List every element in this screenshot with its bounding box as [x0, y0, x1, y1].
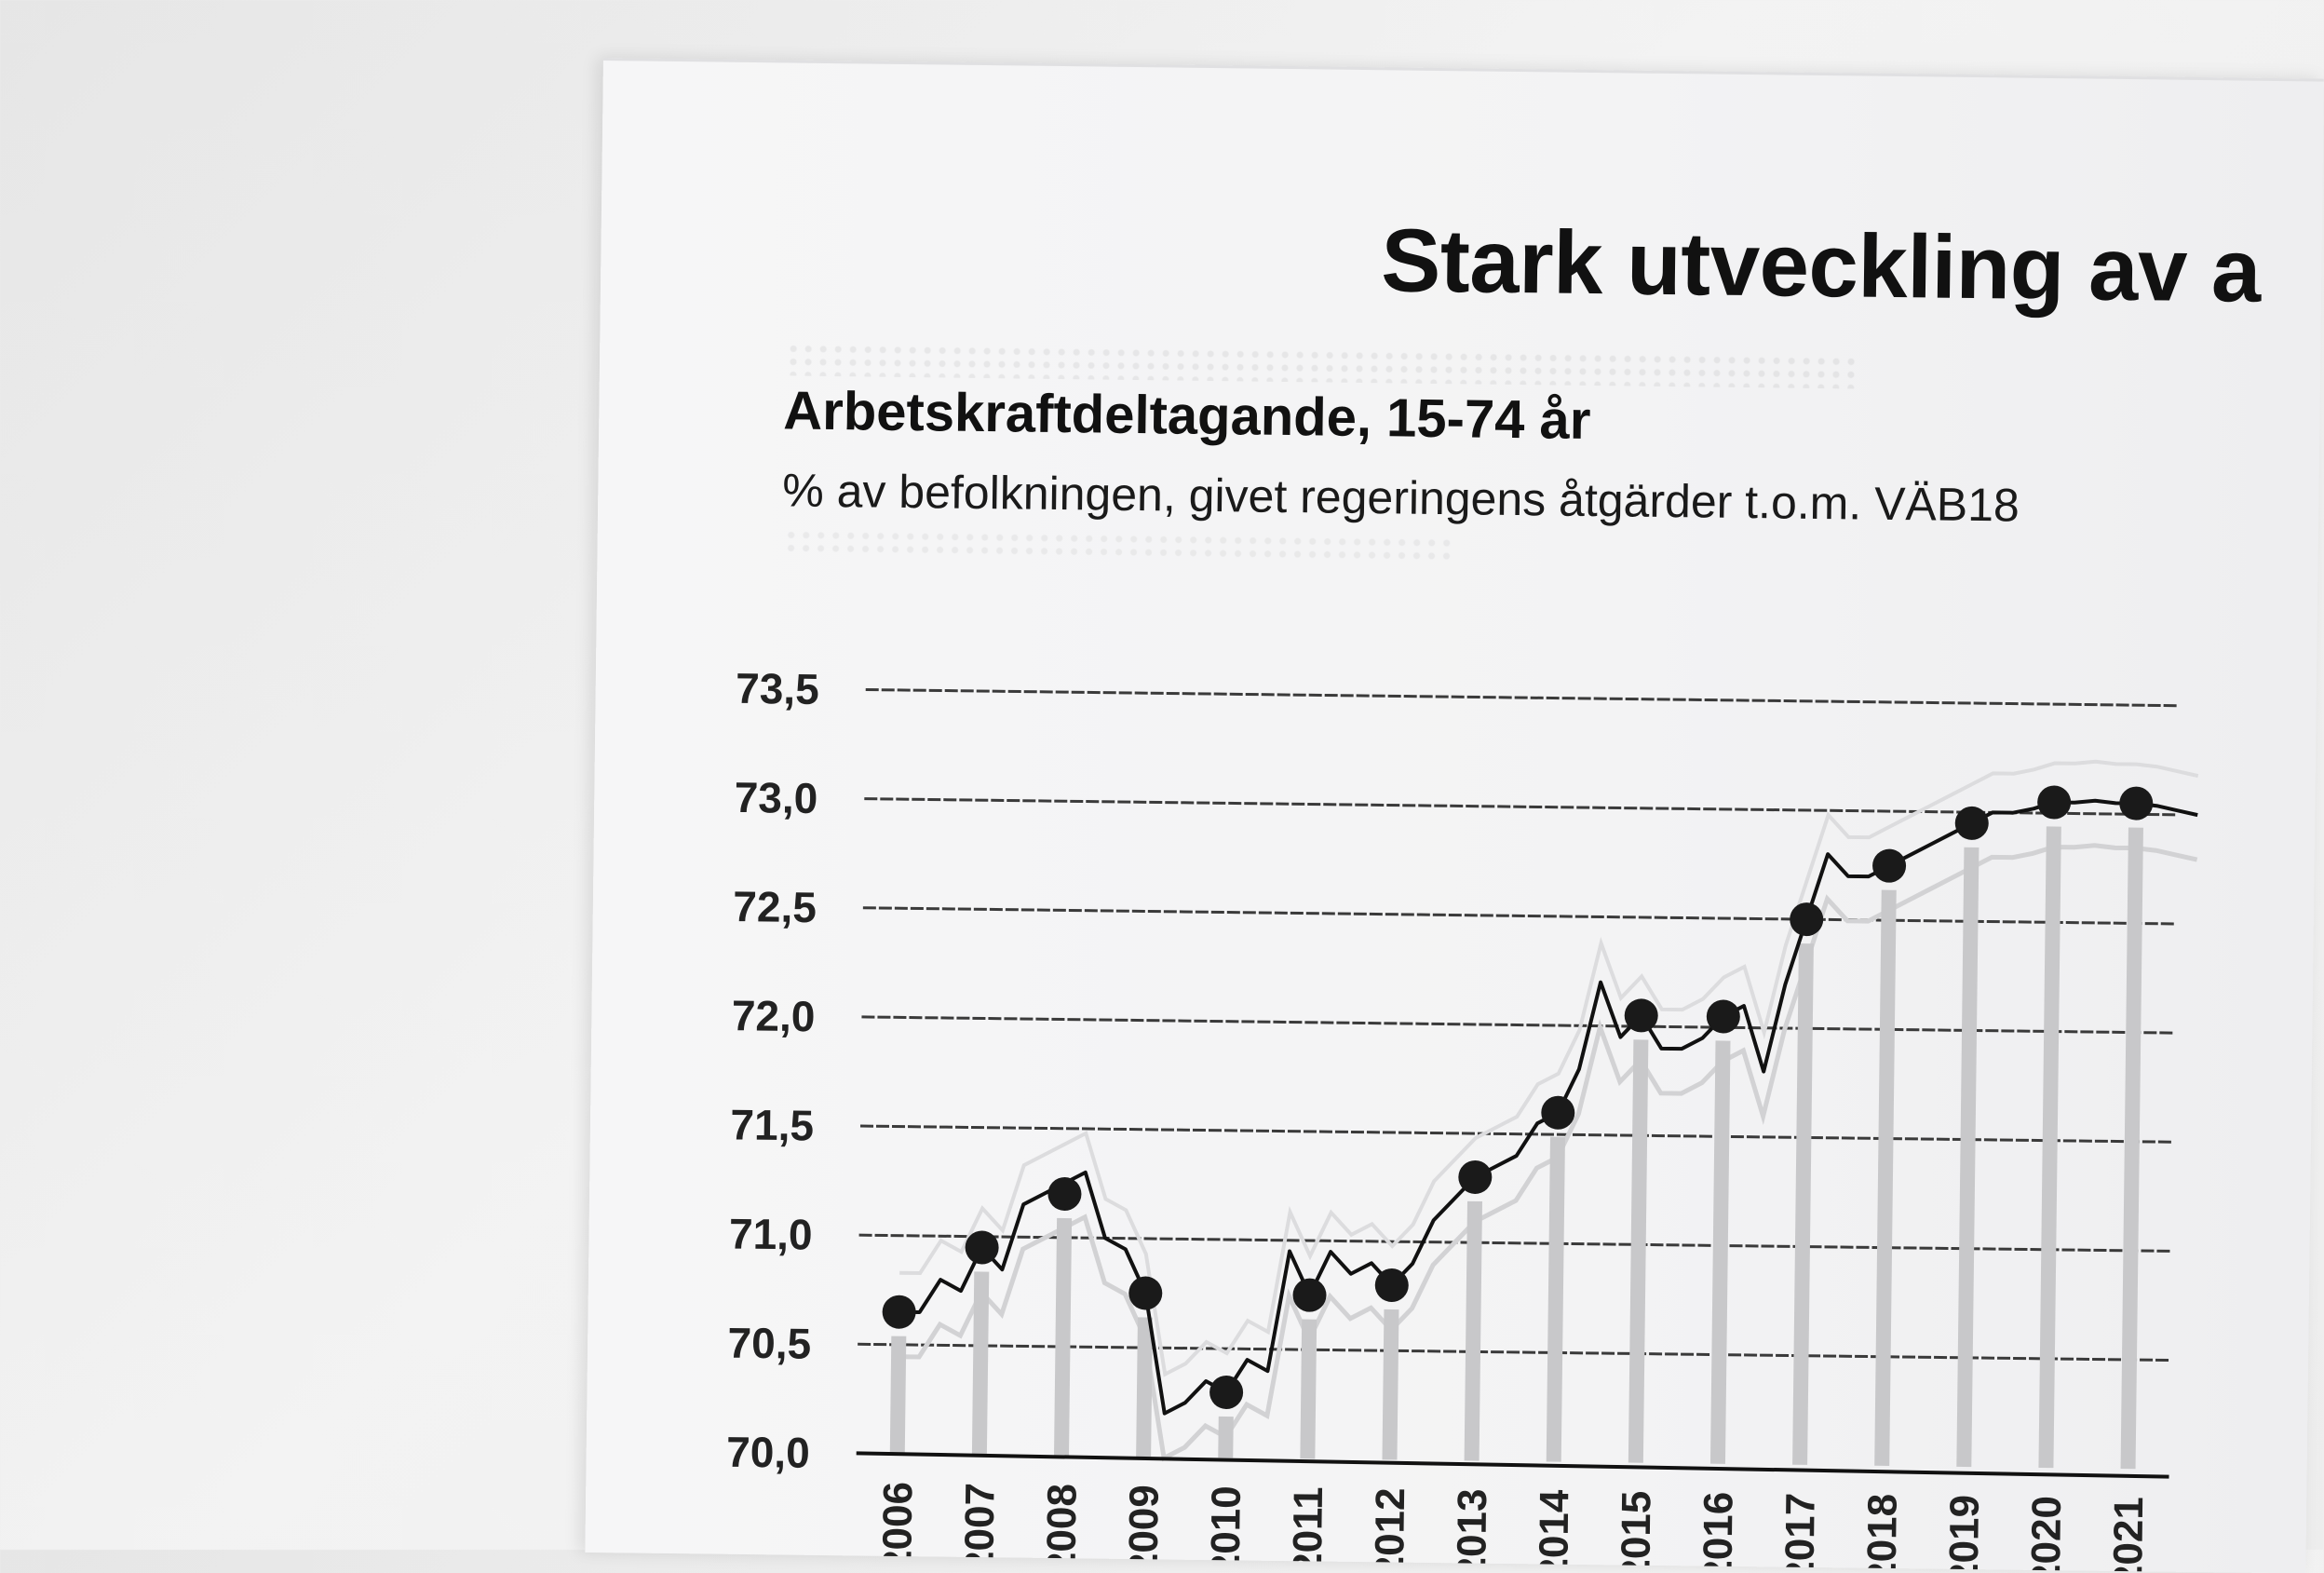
y-tick-label: 72,0 — [732, 991, 816, 1040]
gridline — [864, 797, 2178, 817]
year-stem — [1956, 847, 1979, 1468]
page-title: Stark utveckling av a — [1380, 210, 2262, 321]
data-point — [1790, 902, 1824, 937]
data-point — [1209, 1375, 1244, 1409]
x-tick-label: 2015 — [1613, 1490, 1659, 1573]
gridline — [858, 1342, 2171, 1363]
year-stem — [1792, 943, 1814, 1465]
data-point — [1872, 848, 1907, 883]
x-tick-label: 2014 — [1531, 1489, 1577, 1573]
year-stem — [1382, 1309, 1399, 1460]
data-point — [1047, 1177, 1082, 1212]
x-tick-label: 2019 — [1941, 1495, 1988, 1573]
year-stem — [1709, 1040, 1731, 1464]
x-tick-label: 2009 — [1121, 1485, 1168, 1573]
data-point — [1128, 1276, 1163, 1310]
year-stem — [1218, 1416, 1234, 1458]
year-stem — [889, 1336, 907, 1455]
relief-edge — [899, 759, 2199, 1377]
y-tick-label: 73,5 — [736, 664, 819, 713]
year-stem — [1464, 1200, 1483, 1461]
data-point — [1706, 999, 1740, 1034]
year-stem — [1874, 889, 1897, 1466]
y-tick-label: 71,0 — [729, 1209, 813, 1258]
year-stem — [2120, 827, 2143, 1470]
y-tick-label: 70,5 — [727, 1319, 811, 1368]
data-point — [1458, 1159, 1493, 1194]
data-point — [1624, 998, 1658, 1033]
y-tick-label: 72,5 — [733, 882, 817, 931]
x-axis — [856, 1451, 2169, 1479]
relief-edge — [899, 843, 2198, 1462]
x-tick-label: 2017 — [1777, 1493, 1824, 1573]
x-tick-label: 2010 — [1203, 1485, 1250, 1573]
data-point — [2119, 786, 2154, 820]
gridline — [859, 1124, 2173, 1144]
year-stem — [1546, 1136, 1565, 1462]
year-stem — [1300, 1319, 1317, 1459]
year-stem — [1054, 1217, 1073, 1457]
x-tick-label: 2020 — [2023, 1496, 2070, 1573]
x-tick-label: 2006 — [874, 1482, 921, 1573]
x-tick-label: 2007 — [956, 1483, 1003, 1573]
year-stem — [971, 1271, 990, 1456]
x-tick-label: 2018 — [1859, 1494, 1906, 1573]
chart-subtitle: % av befolkningen, givet regeringens åtg… — [781, 464, 2020, 532]
x-tick-label: 2016 — [1695, 1491, 1741, 1573]
year-stem — [1628, 1039, 1649, 1463]
data-point — [2037, 785, 2072, 820]
y-tick-label: 73,0 — [734, 773, 817, 822]
gridline — [858, 1233, 2172, 1253]
gridline — [865, 687, 2179, 708]
data-point — [1954, 806, 1989, 840]
year-stem — [1136, 1317, 1153, 1458]
y-tick-label: 71,5 — [730, 1100, 814, 1149]
printed-sheet: Stark utveckling av a Arbetskraftdeltaga… — [585, 58, 2324, 1573]
x-tick-label: 2012 — [1367, 1487, 1413, 1573]
data-point — [1292, 1278, 1327, 1312]
gridline — [862, 906, 2176, 926]
line-chart: 73,5 73,0 72,5 72,0 71,5 71,0 70,5 70,0 2006 2007… — [726, 664, 2199, 1573]
data-point — [882, 1295, 916, 1329]
chart-title: Arbetskraftdeltagande, 15-74 år — [782, 380, 1591, 451]
x-tick-label: 2021 — [2105, 1497, 2152, 1573]
data-point — [1374, 1268, 1409, 1303]
gridline — [861, 1015, 2175, 1035]
x-tick-label: 2008 — [1038, 1484, 1085, 1573]
data-point — [1541, 1095, 1575, 1130]
x-tick-label: 2011 — [1285, 1486, 1331, 1573]
data-point — [965, 1230, 999, 1265]
braille-pattern — [783, 528, 1454, 565]
x-tick-label: 2013 — [1449, 1488, 1495, 1573]
year-stem — [2038, 826, 2061, 1469]
y-tick-label: 70,0 — [726, 1428, 810, 1477]
